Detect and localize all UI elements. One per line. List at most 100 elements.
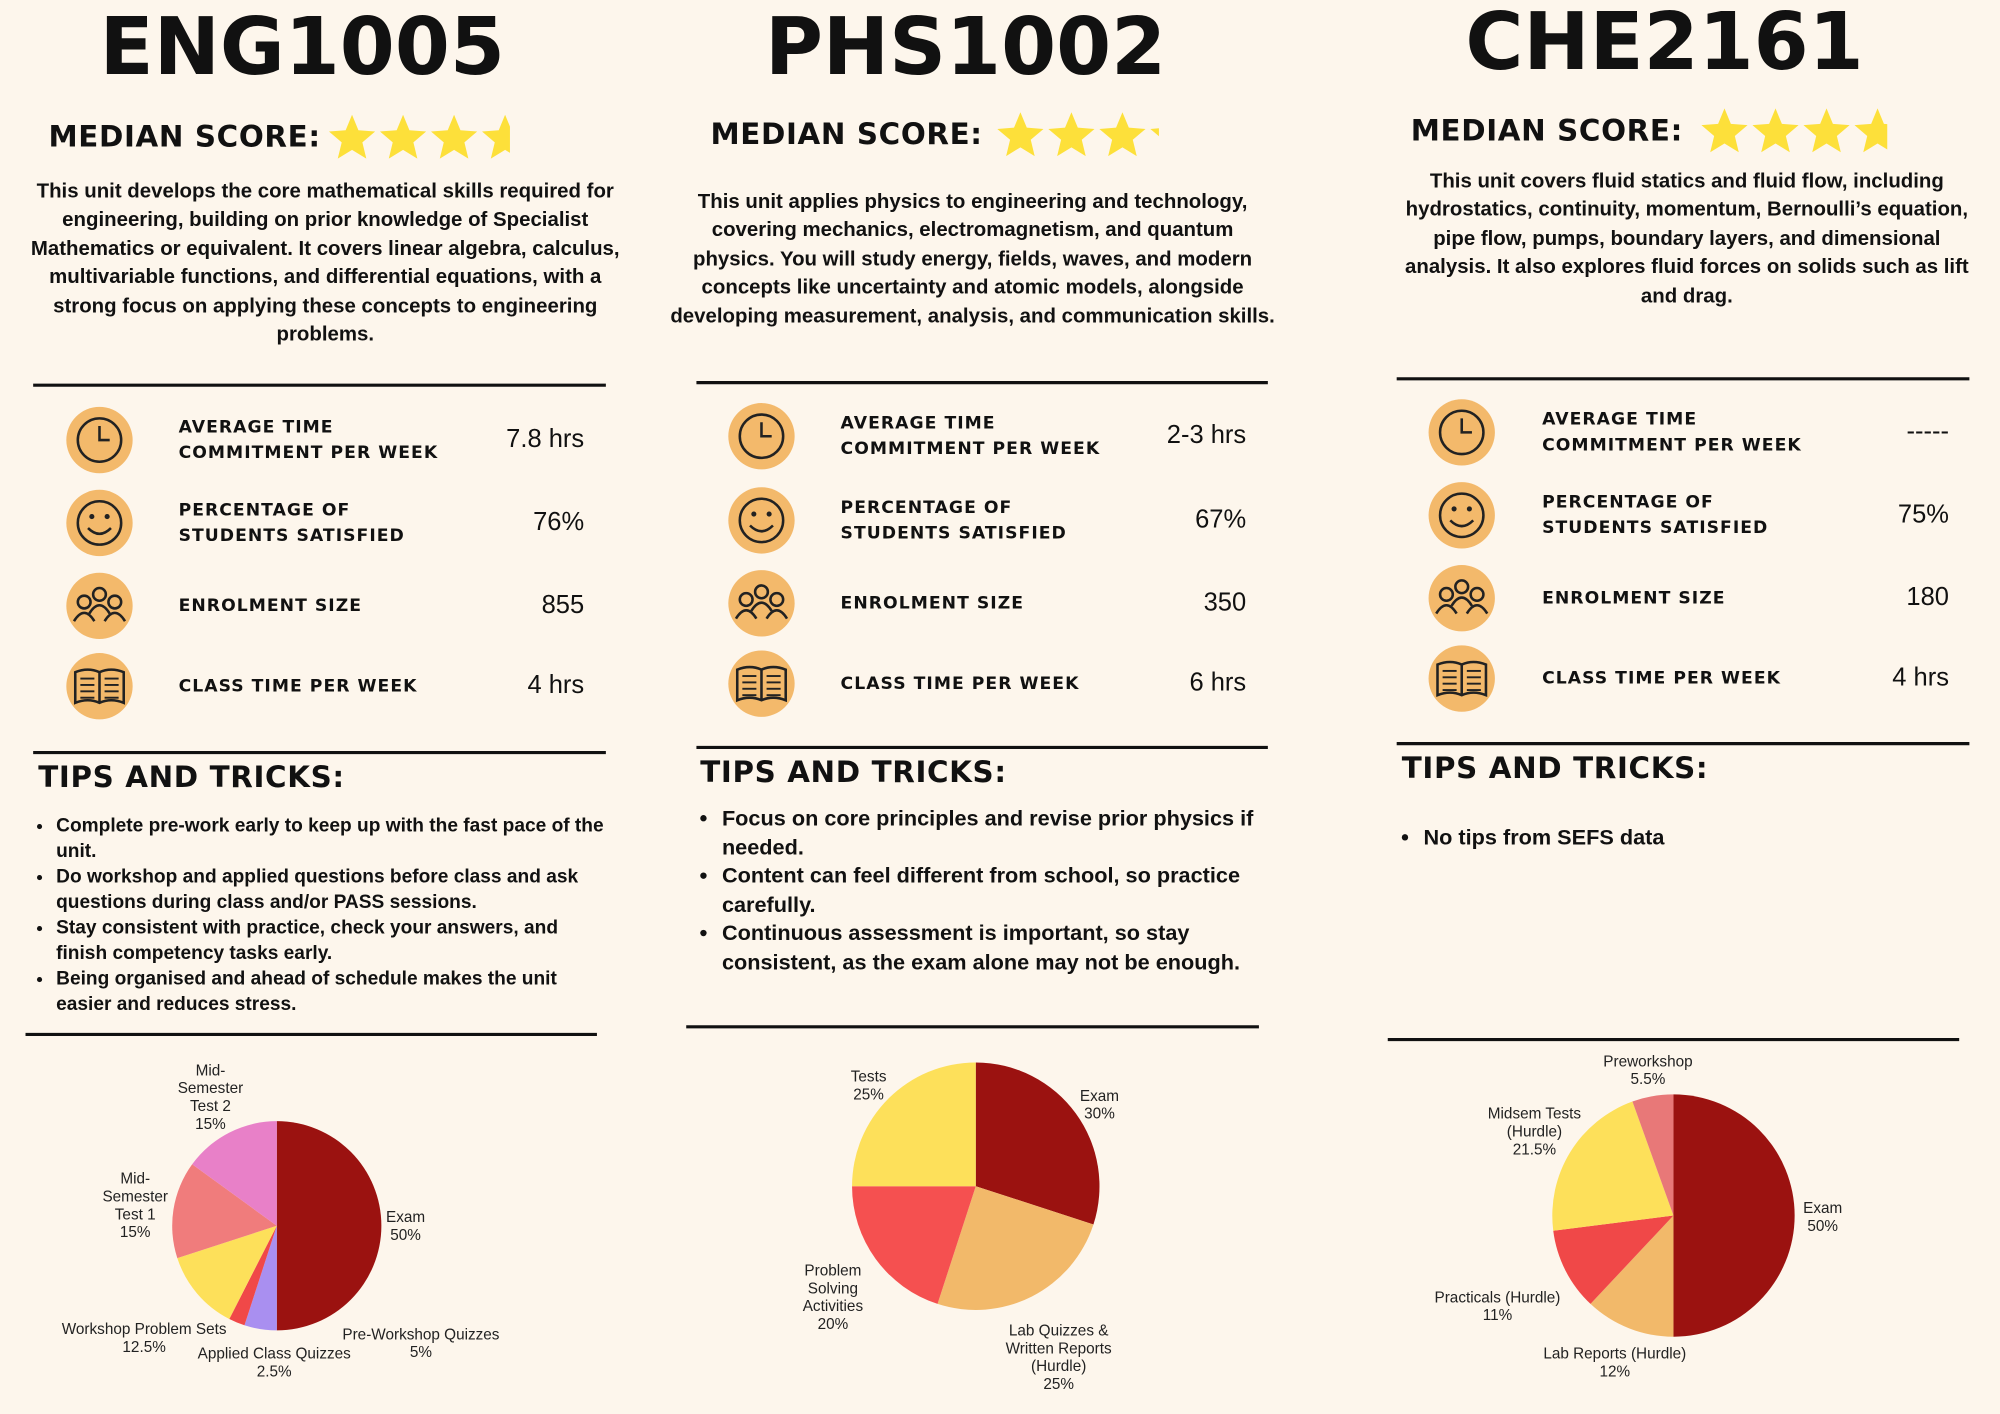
star — [379, 114, 427, 159]
pie-category: Tests — [850, 1067, 887, 1086]
icon-line — [1438, 409, 1485, 456]
star — [1099, 112, 1146, 157]
unit-description: This unit applies physics to engineering… — [670, 191, 1275, 328]
pie-value-label: 20% — [817, 1315, 849, 1333]
stat-value: 76% — [533, 508, 585, 537]
pie-label: Problem Solving Activities 20% — [782, 1261, 884, 1332]
icon-line — [760, 422, 772, 438]
stat-value: 67% — [1195, 505, 1247, 534]
median-score-label: MEDIAN SCORE: — [48, 121, 321, 155]
icon-circle — [1428, 482, 1495, 549]
pie-value-label: 50% — [1807, 1216, 1839, 1235]
pie-label: Applied Class Quizzes 2.5% — [198, 1344, 351, 1380]
pie-value-label: 30% — [1084, 1104, 1115, 1123]
stat-value: 180 — [1906, 583, 1949, 612]
pie-value-label: 12.5% — [122, 1338, 166, 1356]
pie-category: Workshop Problem Sets — [61, 1320, 227, 1339]
tips-heading: TIPS AND TRICKS: — [1401, 752, 1709, 786]
icon-line — [766, 511, 772, 517]
star — [328, 114, 376, 159]
tip: No tips from SEFS data — [1423, 824, 1977, 853]
icon-line — [1450, 596, 1474, 607]
icon-line — [1435, 603, 1458, 615]
icon-line — [103, 611, 127, 622]
pie-category: Exam — [1803, 1198, 1843, 1217]
stat-value: 6 hrs — [1189, 669, 1247, 698]
stat-icon — [728, 570, 795, 637]
pie-label: Mid-Semester Test 2 15% — [172, 1061, 249, 1132]
tip: Focus on core principles and revise prio… — [722, 805, 1276, 862]
pie-category: Lab Reports (Hurdle) — [1543, 1344, 1687, 1363]
star — [1803, 108, 1850, 153]
tip: Do workshop and applied questions before… — [56, 865, 610, 916]
icon-line — [1438, 492, 1485, 539]
stat-label: CLASS TIME PER WEEK — [1542, 668, 1781, 689]
icon-line — [1460, 418, 1472, 434]
icon-line — [73, 668, 125, 705]
stat-value: 7.8 hrs — [506, 425, 585, 454]
pie-value-label: 11% — [1482, 1306, 1513, 1324]
pie-slice — [1552, 1101, 1674, 1231]
pie-category: Midsem Tests (Hurdle) — [1487, 1104, 1582, 1141]
tips-heading: TIPS AND TRICKS: — [38, 761, 345, 795]
pie-slice — [192, 1121, 277, 1226]
pie-slice — [1632, 1094, 1674, 1216]
pie-label: Workshop Problem Sets 12.5% — [62, 1320, 227, 1356]
tip: Content can feel different from school, … — [722, 862, 1276, 919]
stat-label: PERCENTAGE OF STUDENTS SATISFIED — [178, 499, 405, 546]
pie-chart — [172, 1121, 382, 1331]
stat-value: 855 — [541, 591, 585, 620]
icon-line — [89, 514, 95, 520]
tip: Stay consistent with practice, check you… — [56, 916, 610, 967]
unit-description: This unit covers fluid statics and fluid… — [1405, 170, 1969, 307]
pie-value-label: 15% — [195, 1114, 226, 1133]
pie-value-label: 21.5% — [1512, 1140, 1557, 1159]
pie-category: Preworkshop — [1603, 1052, 1693, 1071]
icon-line — [1449, 519, 1475, 528]
stat-label: ENROLMENT SIZE — [840, 593, 1025, 614]
star — [1701, 108, 1748, 153]
median-stars — [997, 112, 1159, 157]
stat-icon — [66, 406, 133, 474]
pie-slice — [177, 1225, 277, 1319]
stat-value: 2-3 hrs — [1166, 421, 1247, 450]
stat-label: CLASS TIME PER WEEK — [840, 673, 1080, 694]
pie-label: Midsem Tests (Hurdle) 21.5% — [1474, 1105, 1595, 1159]
icon-line — [738, 413, 785, 460]
stat-icon — [1428, 399, 1495, 466]
median-score-label: MEDIAN SCORE: — [710, 118, 983, 152]
icon-line — [751, 511, 757, 517]
pie-value-label: 2.5% — [256, 1362, 292, 1381]
tip: Being organised and ahead of schedule ma… — [56, 967, 610, 1018]
icon-circle — [66, 489, 133, 557]
pie-label: Lab Reports (Hurdle) 12% — [1543, 1344, 1686, 1380]
icon-line — [749, 524, 774, 533]
icon-line — [1454, 579, 1470, 595]
pie-value-label: 12% — [1599, 1362, 1631, 1381]
pie-value-label: 5.5% — [1630, 1070, 1666, 1089]
icon-line — [753, 584, 770, 600]
icon-line — [738, 591, 754, 608]
stat-icon — [728, 403, 795, 470]
icon-line — [1438, 586, 1455, 603]
icon-line — [1469, 586, 1485, 603]
icon-line — [104, 514, 110, 520]
unit-code: PHS1002 — [764, 0, 1167, 94]
pie-category: Lab Quizzes & Written Reports (Hurdle) — [1005, 1321, 1112, 1375]
stat-icon — [1428, 565, 1495, 632]
icon-line — [1436, 660, 1488, 698]
pie-label: Exam 50% — [1803, 1199, 1842, 1235]
pie-category: Exam — [1079, 1086, 1120, 1105]
stat-icon — [728, 487, 795, 554]
pie-label: Practicals (Hurdle) 11% — [1435, 1288, 1561, 1324]
tips-list: Complete pre-work early to keep up with … — [28, 814, 610, 1018]
pie-chart — [1552, 1094, 1795, 1337]
stat-label: AVERAGE TIME COMMITMENT PER WEEK — [840, 413, 1101, 460]
median-score-label: MEDIAN SCORE: — [1410, 114, 1683, 148]
stat-label: PERCENTAGE OF STUDENTS SATISFIED — [1542, 492, 1769, 539]
star — [1752, 108, 1799, 153]
star — [482, 114, 510, 159]
stat-icon — [66, 572, 133, 640]
pie-category: Mid-Semester Test 1 — [102, 1169, 168, 1224]
